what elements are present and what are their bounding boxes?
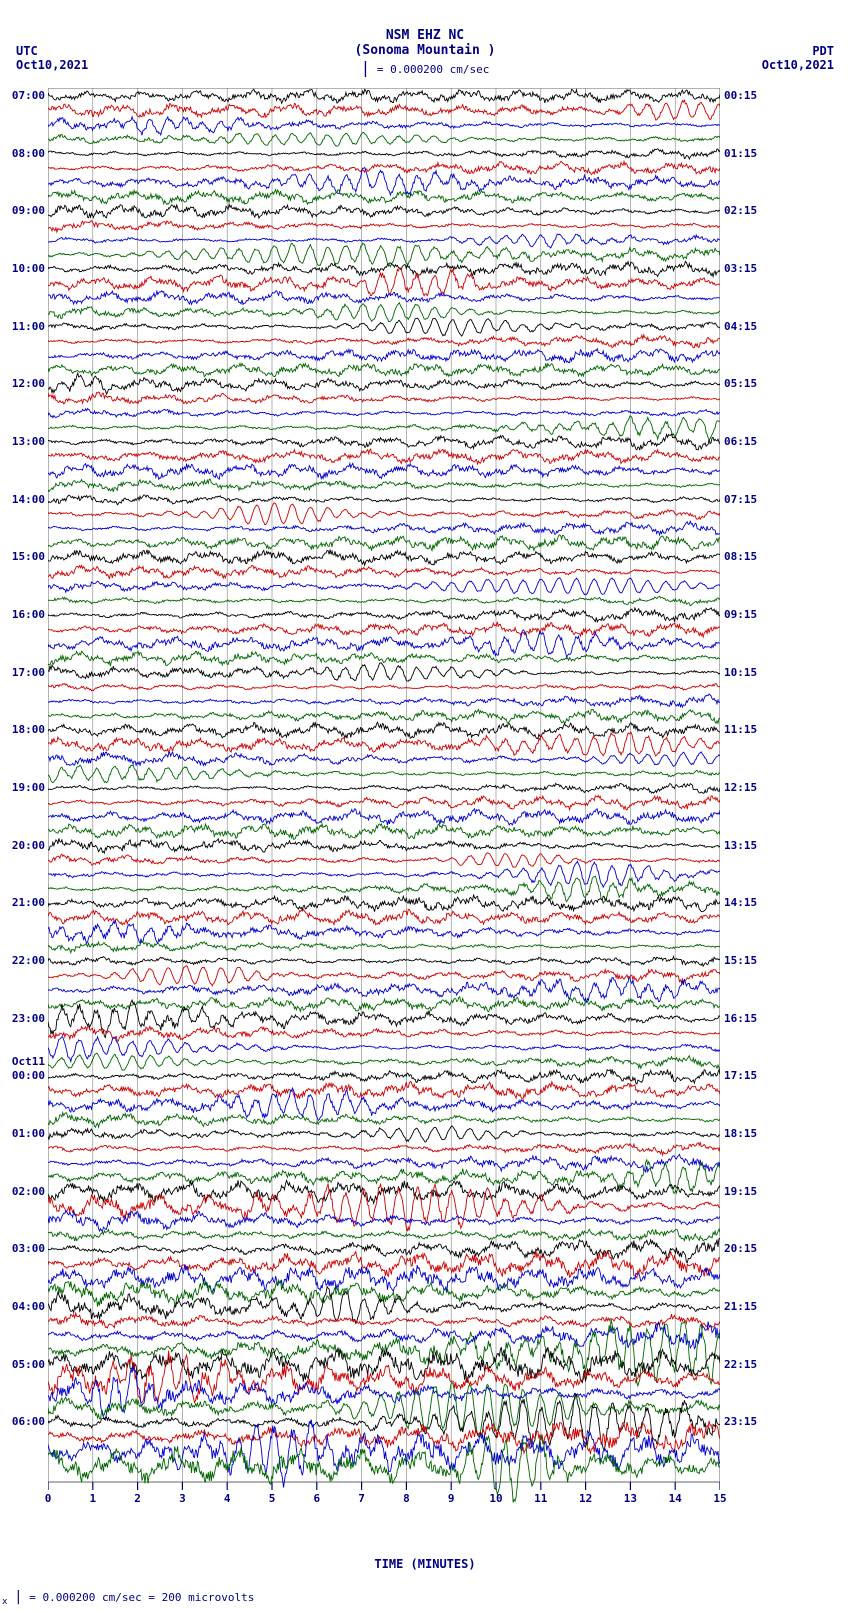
utc-time-label: 03:00 [3,1242,45,1255]
pdt-time-label: 02:15 [724,204,757,217]
utc-time-label: 05:00 [3,1358,45,1371]
x-tick: 7 [358,1492,365,1505]
pdt-time-label: 04:15 [724,320,757,333]
pdt-time-label: 07:15 [724,493,757,506]
pdt-time-label: 05:15 [724,377,757,390]
x-tick: 15 [713,1492,726,1505]
utc-time-label: 06:00 [3,1415,45,1428]
pdt-time-label: 12:15 [724,781,757,794]
utc-time-label: 17:00 [3,666,45,679]
pdt-time-label: 03:15 [724,262,757,275]
utc-time-label: 11:00 [3,320,45,333]
x-tick: 6 [313,1492,320,1505]
utc-time-label: 21:00 [3,896,45,909]
utc-time-label: 14:00 [3,493,45,506]
utc-time-label: 08:00 [3,147,45,160]
header: NSM EHZ NC (Sonoma Mountain ) | = 0.0002… [0,28,850,77]
x-tick: 3 [179,1492,186,1505]
footer-scale: x | = 0.000200 cm/sec = 200 microvolts [2,1589,254,1607]
seismogram-container: NSM EHZ NC (Sonoma Mountain ) | = 0.0002… [0,0,850,1613]
utc-time-label: 15:00 [3,550,45,563]
date-right: Oct10,2021 [762,58,834,72]
date-left: Oct10,2021 [16,58,88,72]
pdt-time-label: 10:15 [724,666,757,679]
utc-time-label: 10:00 [3,262,45,275]
pdt-time-label: 20:15 [724,1242,757,1255]
location-title: (Sonoma Mountain ) [0,43,850,58]
x-tick: 12 [579,1492,592,1505]
x-tick: 4 [224,1492,231,1505]
x-tick: 5 [269,1492,276,1505]
pdt-time-label: 18:15 [724,1127,757,1140]
x-axis-label: TIME (MINUTES) [0,1557,850,1571]
tz-right: PDT [812,44,834,58]
x-tick: 1 [89,1492,96,1505]
x-tick: 2 [134,1492,141,1505]
pdt-time-label: 08:15 [724,550,757,563]
utc-time-label: 23:00 [3,1012,45,1025]
utc-time-label: Oct11 [3,1055,45,1068]
pdt-time-label: 13:15 [724,839,757,852]
x-tick: 14 [669,1492,682,1505]
x-tick: 13 [624,1492,637,1505]
tz-left: UTC [16,44,38,58]
utc-time-label: 02:00 [3,1185,45,1198]
pdt-time-label: 11:15 [724,723,757,736]
utc-time-label: 07:00 [3,89,45,102]
pdt-time-label: 06:15 [724,435,757,448]
pdt-time-label: 23:15 [724,1415,757,1428]
station-title: NSM EHZ NC [0,28,850,43]
utc-time-label: 20:00 [3,839,45,852]
pdt-time-label: 19:15 [724,1185,757,1198]
pdt-time-label: 22:15 [724,1358,757,1371]
pdt-time-label: 09:15 [724,608,757,621]
x-tick: 10 [489,1492,502,1505]
utc-time-label: 01:00 [3,1127,45,1140]
pdt-time-label: 17:15 [724,1069,757,1082]
pdt-time-label: 01:15 [724,147,757,160]
utc-time-label: 04:00 [3,1300,45,1313]
utc-time-label: 22:00 [3,954,45,967]
helicorder-plot [48,88,720,1538]
pdt-time-label: 15:15 [724,954,757,967]
utc-time-label: 09:00 [3,204,45,217]
utc-time-label: 18:00 [3,723,45,736]
utc-time-label: 00:00 [3,1069,45,1082]
x-tick: 0 [45,1492,52,1505]
utc-time-label: 16:00 [3,608,45,621]
pdt-time-label: 21:15 [724,1300,757,1313]
x-tick: 9 [448,1492,455,1505]
scale-indicator: | = 0.000200 cm/sec [0,58,850,77]
pdt-time-label: 16:15 [724,1012,757,1025]
pdt-time-label: 14:15 [724,896,757,909]
utc-time-label: 13:00 [3,435,45,448]
x-tick: 8 [403,1492,410,1505]
x-tick: 11 [534,1492,547,1505]
utc-time-label: 19:00 [3,781,45,794]
pdt-time-label: 00:15 [724,89,757,102]
utc-time-label: 12:00 [3,377,45,390]
